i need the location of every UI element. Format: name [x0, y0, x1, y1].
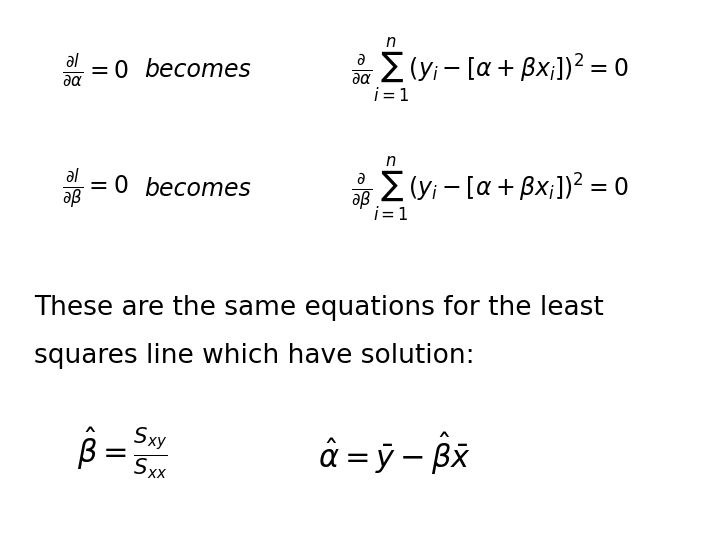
Text: $\hat{\alpha} = \bar{y} - \hat{\beta}\bar{x}$: $\hat{\alpha} = \bar{y} - \hat{\beta}\ba…	[318, 430, 471, 477]
Text: $\frac{\partial l}{\partial \beta} = 0$: $\frac{\partial l}{\partial \beta} = 0$	[62, 167, 128, 211]
Text: squares line which have solution:: squares line which have solution:	[34, 343, 474, 369]
Text: $\frac{\partial}{\partial \alpha}\sum_{i=1}^{n}(y_i - [\alpha + \beta x_i])^2 = : $\frac{\partial}{\partial \alpha}\sum_{i…	[351, 36, 629, 104]
Text: These are the same equations for the least: These are the same equations for the lea…	[34, 295, 604, 321]
Text: becomes: becomes	[144, 177, 251, 201]
Text: becomes: becomes	[144, 58, 251, 82]
Text: $\frac{\partial}{\partial \beta}\sum_{i=1}^{n}(y_i - [\alpha + \beta x_i])^2 = 0: $\frac{\partial}{\partial \beta}\sum_{i=…	[351, 155, 629, 223]
Text: $\frac{\partial l}{\partial \alpha} = 0$: $\frac{\partial l}{\partial \alpha} = 0$	[62, 51, 129, 89]
Text: $\hat{\beta} = \frac{S_{xy}}{S_{xx}}$: $\hat{\beta} = \frac{S_{xy}}{S_{xx}}$	[77, 426, 168, 481]
